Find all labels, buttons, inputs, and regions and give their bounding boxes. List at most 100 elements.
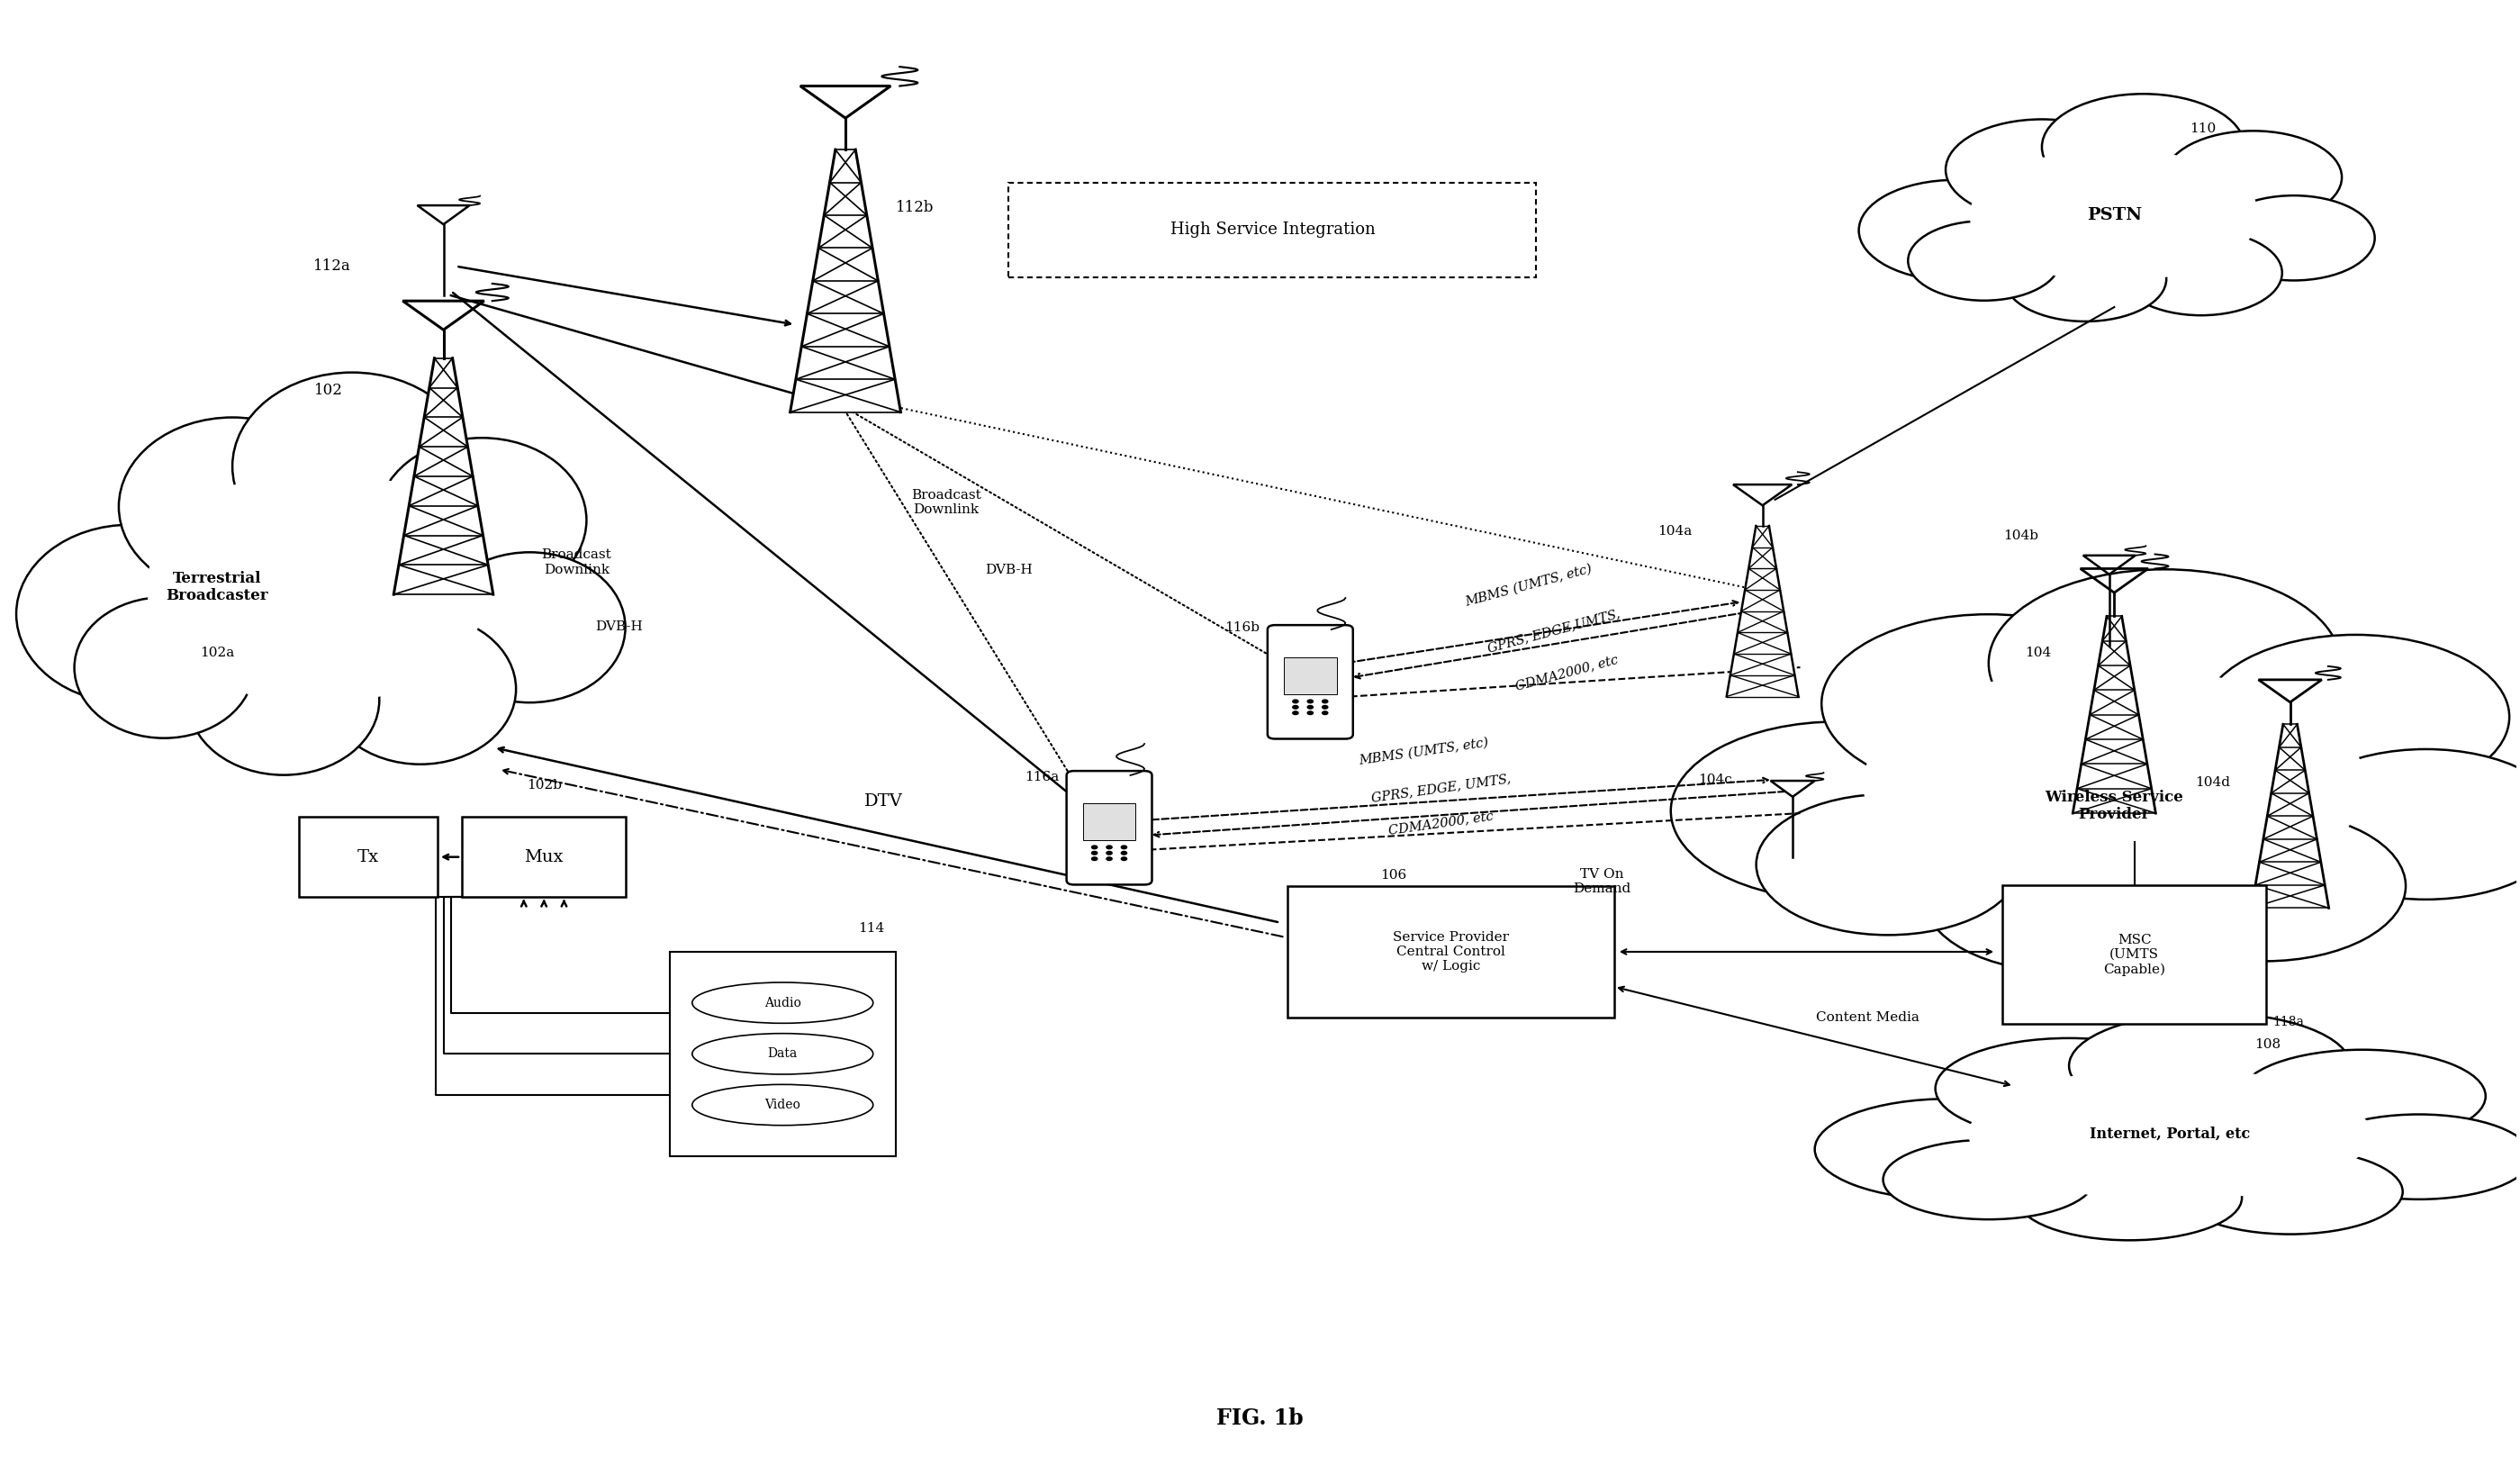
Circle shape <box>1106 852 1111 855</box>
Text: 118a: 118a <box>2273 1016 2303 1028</box>
Ellipse shape <box>76 597 255 737</box>
Text: DVB-H: DVB-H <box>985 563 1033 576</box>
Text: 112a: 112a <box>312 258 350 274</box>
Circle shape <box>1308 711 1313 714</box>
Polygon shape <box>791 150 900 412</box>
Bar <box>1084 803 1137 840</box>
Ellipse shape <box>189 625 381 776</box>
Text: Wireless Service
Provider: Wireless Service Provider <box>2046 790 2182 822</box>
Text: Content Media: Content Media <box>1817 1012 1920 1023</box>
Polygon shape <box>2074 616 2155 814</box>
Ellipse shape <box>2177 1149 2402 1234</box>
Text: GPRS, EDGE, UMTS,: GPRS, EDGE, UMTS, <box>1371 773 1512 805</box>
Ellipse shape <box>1968 1067 2371 1201</box>
Ellipse shape <box>2286 749 2520 900</box>
Circle shape <box>1121 846 1126 849</box>
Ellipse shape <box>2041 94 2245 199</box>
Text: 110: 110 <box>2190 122 2215 135</box>
Circle shape <box>1121 858 1126 861</box>
Ellipse shape <box>2306 1114 2520 1199</box>
Text: PSTN: PSTN <box>2087 207 2142 223</box>
Ellipse shape <box>15 525 244 704</box>
Circle shape <box>1091 846 1096 849</box>
FancyBboxPatch shape <box>1268 625 1353 739</box>
Text: 102b: 102b <box>527 778 562 792</box>
FancyBboxPatch shape <box>1008 182 1537 277</box>
Polygon shape <box>393 358 494 594</box>
Ellipse shape <box>693 1034 872 1075</box>
Text: 104c: 104c <box>1698 774 1731 786</box>
Ellipse shape <box>1860 180 2051 281</box>
Ellipse shape <box>433 553 625 702</box>
Ellipse shape <box>325 614 517 764</box>
Text: Broadcast
Downlink: Broadcast Downlink <box>910 490 980 516</box>
Text: 106: 106 <box>1381 869 1406 881</box>
Text: FIG. 1b: FIG. 1b <box>1217 1407 1303 1429</box>
Text: MSC
(UMTS
Capable): MSC (UMTS Capable) <box>2104 934 2165 976</box>
Bar <box>1288 885 1615 1017</box>
Ellipse shape <box>693 1085 872 1126</box>
Text: Service Provider
Central Control
w/ Logic: Service Provider Central Control w/ Logi… <box>1394 931 1509 972</box>
Text: 104b: 104b <box>2003 529 2039 542</box>
Ellipse shape <box>1945 119 2137 220</box>
Text: CDMA2000, etc: CDMA2000, etc <box>1389 809 1494 837</box>
Text: Mux: Mux <box>524 849 564 865</box>
Text: DTV: DTV <box>864 793 902 809</box>
Ellipse shape <box>1822 614 2155 793</box>
Text: MBMS (UMTS, etc): MBMS (UMTS, etc) <box>1358 736 1489 767</box>
Ellipse shape <box>2213 195 2374 280</box>
Bar <box>461 817 625 897</box>
Text: Audio: Audio <box>764 997 801 1009</box>
Polygon shape <box>2250 724 2328 907</box>
Ellipse shape <box>1988 569 2341 758</box>
Text: 104d: 104d <box>2195 777 2230 789</box>
Circle shape <box>1091 858 1096 861</box>
Text: 114: 114 <box>857 922 885 934</box>
Text: 104a: 104a <box>1658 525 1691 538</box>
Ellipse shape <box>1814 1100 2082 1199</box>
Circle shape <box>1323 711 1328 714</box>
Ellipse shape <box>1882 1139 2094 1220</box>
Circle shape <box>1293 705 1298 708</box>
Text: MBMS (UMTS, etc): MBMS (UMTS, etc) <box>1464 563 1593 608</box>
Ellipse shape <box>2202 635 2510 799</box>
Polygon shape <box>1726 526 1799 696</box>
Ellipse shape <box>1671 721 2006 900</box>
Ellipse shape <box>118 418 345 595</box>
Ellipse shape <box>146 469 489 705</box>
Circle shape <box>1091 852 1096 855</box>
Text: Tx: Tx <box>358 849 378 865</box>
Ellipse shape <box>1923 821 2205 972</box>
Circle shape <box>1323 699 1328 704</box>
Text: Terrestrial
Broadcaster: Terrestrial Broadcaster <box>166 570 270 604</box>
Ellipse shape <box>1971 150 2258 281</box>
Text: Video: Video <box>764 1098 801 1111</box>
Bar <box>2003 885 2265 1023</box>
Ellipse shape <box>1935 1038 2202 1139</box>
Bar <box>1283 657 1336 693</box>
Bar <box>300 817 436 897</box>
Ellipse shape <box>693 982 872 1023</box>
Circle shape <box>1293 711 1298 714</box>
Ellipse shape <box>2124 811 2407 962</box>
Text: CDMA2000, etc: CDMA2000, etc <box>1515 654 1620 693</box>
Ellipse shape <box>2069 1013 2351 1119</box>
Text: 102: 102 <box>315 383 343 397</box>
Circle shape <box>1308 705 1313 708</box>
Text: TV On
Demand: TV On Demand <box>1572 868 1630 896</box>
Ellipse shape <box>232 372 471 560</box>
Text: 104: 104 <box>2026 647 2051 660</box>
Ellipse shape <box>2240 1050 2485 1142</box>
Text: DVB-H: DVB-H <box>595 620 643 633</box>
Text: Internet, Portal, etc: Internet, Portal, etc <box>2089 1126 2250 1142</box>
Text: High Service Integration: High Service Integration <box>1169 221 1376 237</box>
Text: 116a: 116a <box>1026 771 1058 783</box>
Ellipse shape <box>2165 130 2341 224</box>
Circle shape <box>1106 858 1111 861</box>
Circle shape <box>1121 852 1126 855</box>
Ellipse shape <box>1908 221 2059 301</box>
Bar <box>670 951 895 1157</box>
Ellipse shape <box>378 438 587 603</box>
Text: 102a: 102a <box>199 647 234 660</box>
FancyBboxPatch shape <box>1066 771 1152 884</box>
